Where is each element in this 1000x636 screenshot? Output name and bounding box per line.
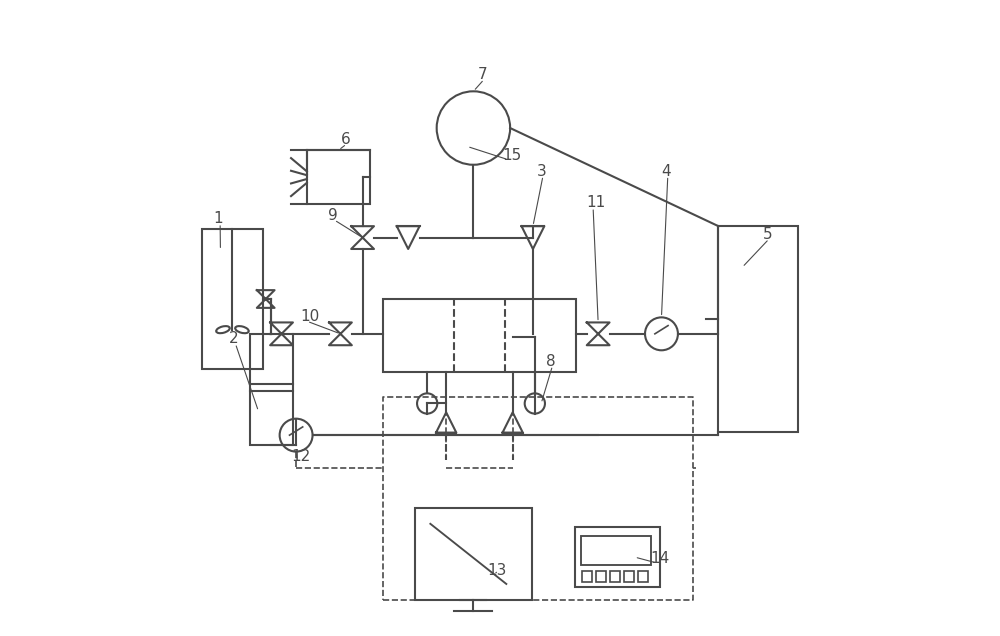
Text: 1: 1 — [214, 211, 223, 226]
Bar — [415, 508, 532, 600]
Bar — [582, 570, 592, 582]
Bar — [596, 570, 606, 582]
Text: 7: 7 — [478, 67, 487, 83]
Text: 6: 6 — [340, 132, 350, 147]
Text: 9: 9 — [328, 208, 338, 223]
Text: 11: 11 — [587, 195, 606, 211]
Bar — [718, 226, 798, 432]
Text: 8: 8 — [546, 354, 556, 369]
Text: 15: 15 — [502, 148, 521, 163]
Text: 3: 3 — [537, 163, 546, 179]
Text: 13: 13 — [487, 563, 507, 577]
Bar — [307, 150, 370, 204]
Bar — [250, 334, 293, 445]
Bar — [383, 299, 576, 372]
Bar — [610, 570, 620, 582]
Text: 2: 2 — [229, 331, 239, 347]
Text: 10: 10 — [301, 309, 320, 324]
Bar — [202, 230, 263, 369]
Bar — [624, 570, 634, 582]
Bar — [638, 570, 648, 582]
Text: 4: 4 — [661, 163, 671, 179]
Bar — [575, 527, 660, 587]
Text: 5: 5 — [763, 227, 772, 242]
Text: 14: 14 — [651, 551, 670, 566]
Text: 12: 12 — [291, 448, 310, 464]
Bar — [581, 536, 651, 565]
